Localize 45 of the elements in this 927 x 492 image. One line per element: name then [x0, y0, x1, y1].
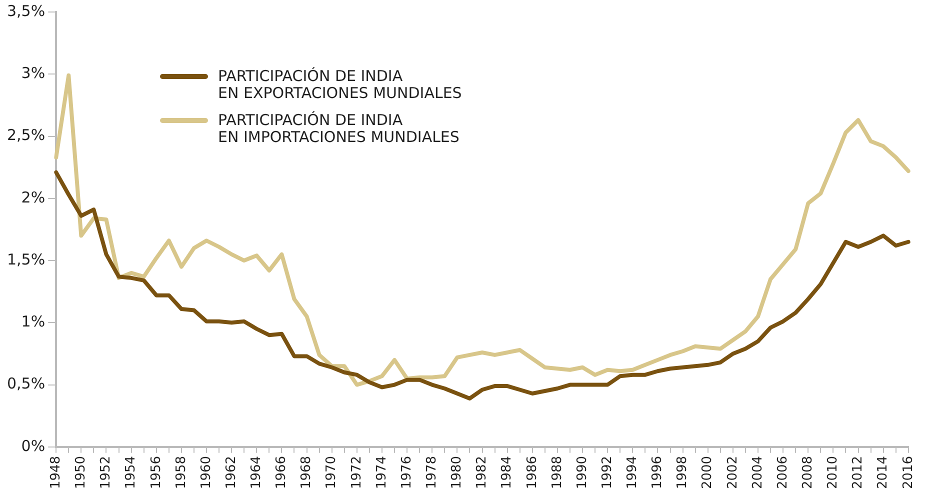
x-tick-label: 2002: [725, 456, 740, 490]
y-tick-label: 0,5%: [7, 374, 46, 393]
x-tick-label: 2004: [750, 456, 766, 490]
x-tick-label: 1976: [399, 456, 414, 490]
x-tick-label: 1998: [675, 456, 690, 490]
y-tick-label: 3%: [21, 64, 46, 82]
legend-label: PARTICIPACIÓN DE INDIA EN EXPORTACIONES MUNDIALES: [218, 67, 462, 102]
x-tick-label: 2000: [700, 456, 716, 490]
x-tick-label: 1970: [324, 456, 340, 490]
x-tick-label: 1960: [198, 456, 214, 490]
y-tick-label: 3,5%: [7, 2, 46, 20]
y-tick-label: 2%: [21, 188, 46, 206]
x-tick-label: 1992: [600, 456, 615, 490]
x-tick-label: 1952: [98, 456, 114, 490]
x-tick-label: 1982: [474, 456, 490, 490]
x-tick-label: 1986: [524, 456, 540, 490]
x-tick-label: 1990: [574, 456, 590, 490]
y-tick-label: 2,5%: [7, 126, 46, 144]
x-tick-label: 1958: [174, 456, 189, 490]
x-tick-label: 2006: [775, 456, 790, 490]
x-tick-label: 1956: [148, 456, 164, 490]
x-tick-label: 1978: [424, 456, 440, 490]
x-tick-label: 1950: [74, 456, 89, 490]
legend-label: PARTICIPACIÓN DE INDIA EN IMPORTACIONES MUNDIALES: [218, 111, 460, 146]
x-tick-label: 1966: [274, 456, 290, 490]
x-tick-label: 1962: [224, 456, 239, 490]
x-tick-label: 1972: [349, 456, 364, 490]
x-tick-label: 1980: [450, 456, 465, 490]
x-tick-label: 1984: [500, 456, 515, 490]
x-tick-label: 2008: [800, 456, 816, 490]
y-tick-label: 1,5%: [7, 250, 46, 268]
x-tick-label: 1974: [374, 456, 390, 490]
x-tick-label: 1948: [48, 456, 64, 490]
y-tick-label: 0%: [21, 436, 46, 455]
x-tick-label: 2014: [876, 456, 891, 490]
x-tick-label: 1994: [625, 456, 640, 490]
x-tick-label: 2012: [850, 456, 866, 490]
x-tick-label: 1988: [550, 456, 565, 490]
x-tick-label: 1968: [299, 456, 314, 490]
y-tick-label: 1%: [21, 312, 46, 331]
x-tick-label: 2010: [826, 456, 841, 490]
x-tick-label: 1996: [650, 456, 666, 490]
x-tick-label: 1954: [124, 456, 139, 490]
x-tick-label: 2016: [900, 456, 916, 490]
x-tick-label: 1964: [249, 456, 264, 490]
